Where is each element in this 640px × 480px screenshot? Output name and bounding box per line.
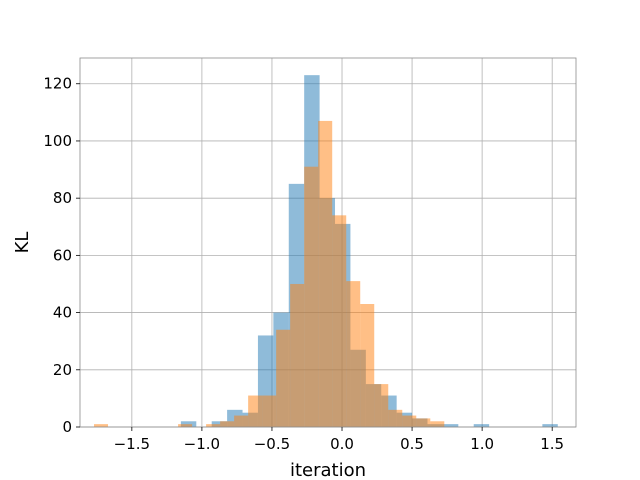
- histogram-bar-series-2: [276, 329, 291, 427]
- histogram-bar-series-2: [346, 281, 361, 427]
- y-tick-label: 100: [43, 132, 72, 150]
- y-axis-label: KL: [12, 232, 33, 254]
- x-tick-label: 1.5: [540, 435, 564, 453]
- histogram-bar-series-2: [234, 415, 249, 427]
- histogram-bar-series-2: [178, 424, 193, 427]
- histogram-bar-series-2: [388, 409, 403, 427]
- histogram-bar-series-1: [442, 424, 459, 427]
- bars-layer: [94, 75, 558, 428]
- histogram-bar-series-2: [416, 418, 431, 427]
- ticks-layer: −1.5 −1.0 −0.5 0.0 0.5 1.0 1.5 0 20 40 60 80 100 120: [43, 75, 564, 453]
- x-tick-label: 1.0: [470, 435, 494, 453]
- histogram-bar-series-2: [374, 384, 389, 427]
- histogram-bar-series-2: [430, 421, 445, 427]
- y-tick-label: 120: [43, 75, 72, 93]
- histogram-bar-series-2: [248, 395, 263, 427]
- x-tick-label: 0.5: [400, 435, 424, 453]
- histogram-bar-series-2: [402, 415, 417, 427]
- histogram-bar-series-2: [94, 424, 109, 427]
- histogram-bar-series-2: [262, 395, 277, 427]
- x-tick-label: −1.0: [184, 435, 220, 453]
- x-tick-label: 0.0: [330, 435, 354, 453]
- y-tick-label: 20: [53, 361, 72, 379]
- histogram-bar-series-1: [473, 424, 490, 427]
- y-tick-label: 40: [53, 304, 72, 322]
- histogram-bar-series-2: [290, 283, 305, 427]
- histogram-bar-series-2: [304, 166, 319, 427]
- y-tick-label: 0: [62, 418, 72, 436]
- y-tick-label: 80: [53, 189, 72, 207]
- plot-frame: [79, 57, 577, 428]
- histogram-bar-series-2: [318, 120, 333, 427]
- histogram-bar-series-2: [220, 421, 235, 427]
- y-tick-label: 60: [53, 246, 72, 264]
- histogram-bar-series-2: [206, 424, 221, 427]
- x-axis-label: iteration: [290, 460, 366, 480]
- x-tick-label: −1.5: [114, 435, 150, 453]
- histogram-bar-series-2: [332, 215, 347, 427]
- histogram-bar-series-1: [542, 424, 558, 427]
- histogram-bar-series-2: [360, 304, 375, 427]
- x-tick-label: −0.5: [254, 435, 290, 453]
